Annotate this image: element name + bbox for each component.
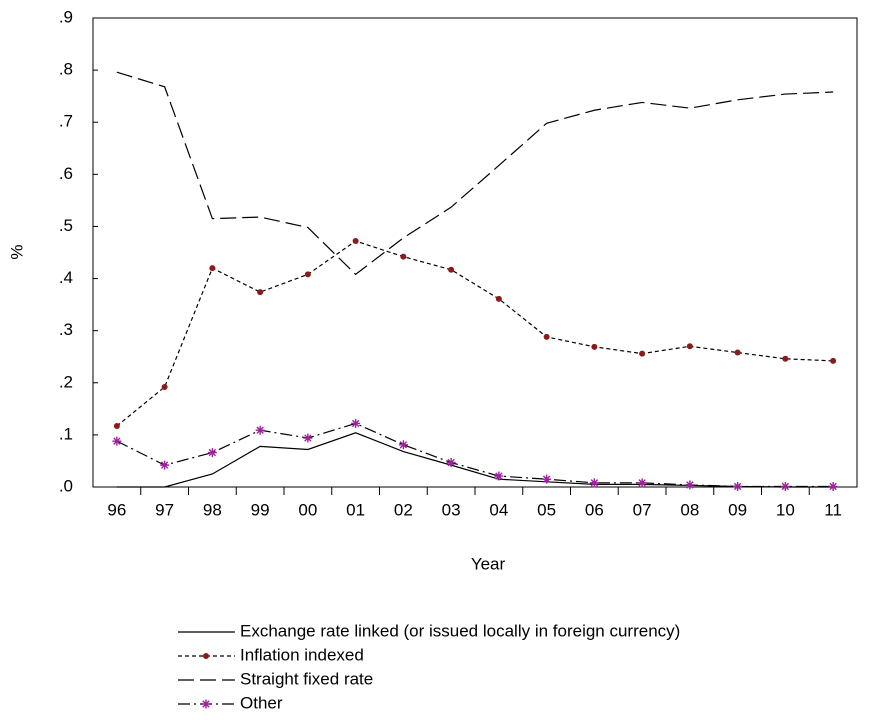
point <box>494 471 504 481</box>
y-axis-label: % <box>7 244 26 259</box>
x-tick-label: 05 <box>537 500 556 519</box>
y-tick-label: .9 <box>59 7 73 26</box>
point <box>495 295 502 302</box>
y-tick-label: .3 <box>59 320 73 339</box>
y-tick-label: .6 <box>59 164 73 183</box>
point <box>448 266 455 273</box>
legend-label: Straight fixed rate <box>240 669 373 688</box>
legend-marker <box>203 653 209 659</box>
point <box>637 478 647 488</box>
plot-frame <box>92 17 858 488</box>
legend-label: Other <box>240 693 283 712</box>
point <box>734 349 741 356</box>
point <box>112 436 122 446</box>
x-tick-label: 10 <box>776 500 795 519</box>
point <box>830 357 837 364</box>
point <box>113 423 120 430</box>
legend-marker <box>201 699 211 709</box>
point <box>782 355 789 362</box>
point <box>303 433 313 443</box>
point <box>255 425 265 435</box>
y-tick-label: .0 <box>59 476 73 495</box>
y-tick-label: .5 <box>59 216 73 235</box>
point <box>591 343 598 350</box>
point <box>304 271 311 278</box>
point <box>351 418 361 428</box>
x-tick-label: 04 <box>489 500 508 519</box>
series-line <box>116 240 834 427</box>
point <box>685 480 695 490</box>
series-line <box>116 432 834 488</box>
point <box>542 474 552 484</box>
x-tick-label: 99 <box>251 500 270 519</box>
y-tick-label: .4 <box>59 268 73 287</box>
x-tick-label: 96 <box>107 500 126 519</box>
point <box>398 440 408 450</box>
series-line <box>116 71 834 276</box>
point <box>209 265 216 272</box>
legend-label: Exchange rate linked (or issued locally … <box>240 621 680 640</box>
point <box>352 238 359 245</box>
point <box>686 343 693 350</box>
x-tick-label: 07 <box>633 500 652 519</box>
y-tick-label: .7 <box>59 112 73 131</box>
point <box>639 350 646 357</box>
point <box>446 458 456 468</box>
point <box>161 383 168 390</box>
point <box>160 460 170 470</box>
x-tick-label: 98 <box>203 500 222 519</box>
x-tick-label: 08 <box>680 500 699 519</box>
x-tick-label: 97 <box>155 500 174 519</box>
series-line <box>116 422 834 488</box>
point <box>543 333 550 340</box>
y-tick-label: .2 <box>59 372 73 391</box>
point <box>257 289 264 296</box>
x-tick-label: 06 <box>585 500 604 519</box>
y-tick-label: .8 <box>59 60 73 79</box>
x-axis-label: Year <box>471 554 506 573</box>
x-tick-label: 02 <box>394 500 413 519</box>
legend-label: Inflation indexed <box>240 645 364 664</box>
x-tick-label: 11 <box>824 500 842 519</box>
point <box>733 481 743 491</box>
x-tick-label: 00 <box>298 500 317 519</box>
point <box>400 253 407 260</box>
x-tick-label: 01 <box>346 500 365 519</box>
x-tick-label: 09 <box>728 500 747 519</box>
point <box>780 481 790 491</box>
y-tick-label: .1 <box>59 424 73 443</box>
point <box>589 478 599 488</box>
x-tick-label: 03 <box>442 500 461 519</box>
point <box>207 448 217 458</box>
point <box>828 481 838 491</box>
